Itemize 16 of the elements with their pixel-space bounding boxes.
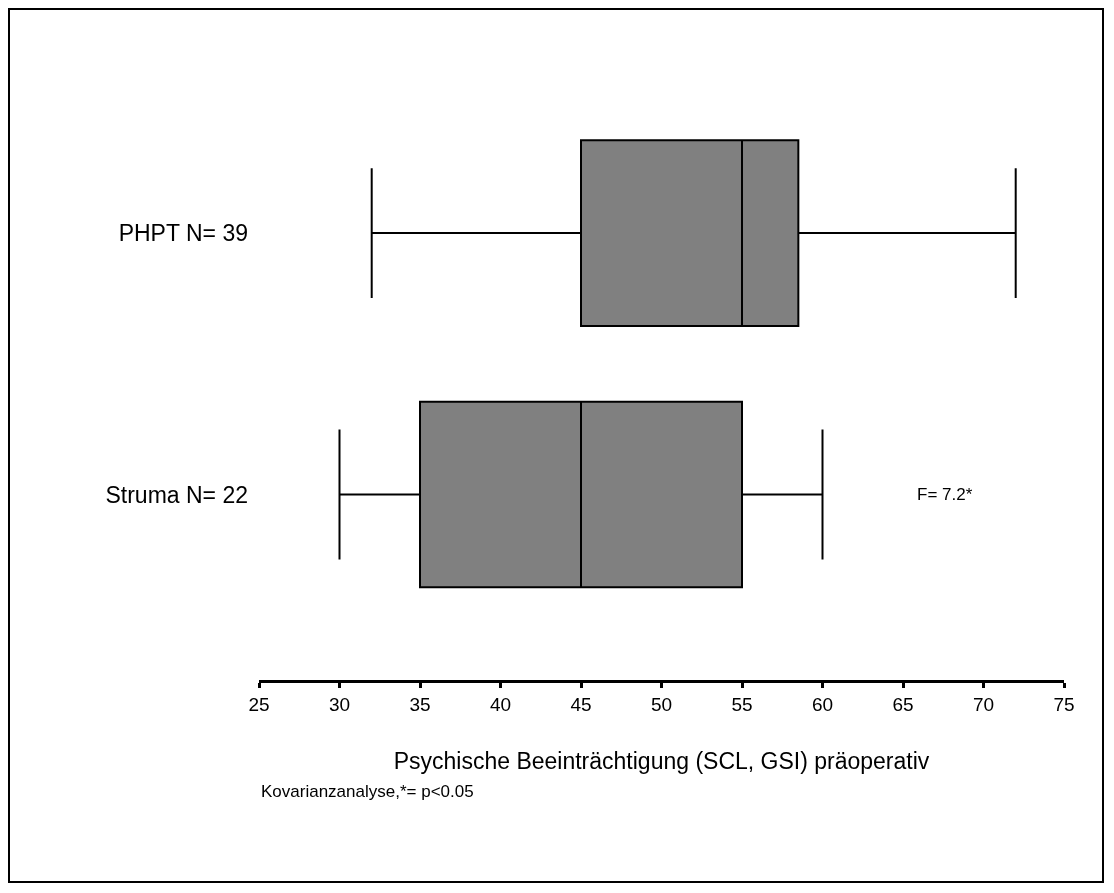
y-tick-label: Struma N= 22 — [105, 481, 248, 508]
x-axis-title: Psychische Beeinträchtigung (SCL, GSI) präoperativ — [393, 748, 930, 775]
x-tick-label: 45 — [570, 693, 592, 715]
x-tick-label: 70 — [972, 693, 995, 715]
x-tick-label: 75 — [1053, 693, 1075, 715]
annotation: F= 7.2* — [917, 485, 973, 504]
x-tick-label: 25 — [248, 693, 270, 715]
x-tick-label: 55 — [731, 693, 753, 715]
x-tick-label: 60 — [811, 693, 834, 715]
x-tick-label: 35 — [409, 693, 431, 715]
x-tick-label: 30 — [328, 693, 351, 715]
x-tick-label: 40 — [489, 693, 512, 715]
y-tick-label: PHPT N= 39 — [118, 220, 248, 247]
text: Kovarianzanalyse,*= p<0.05 — [261, 782, 474, 801]
x-tick-label: 65 — [892, 693, 914, 715]
x-tick-label: 50 — [650, 693, 673, 715]
